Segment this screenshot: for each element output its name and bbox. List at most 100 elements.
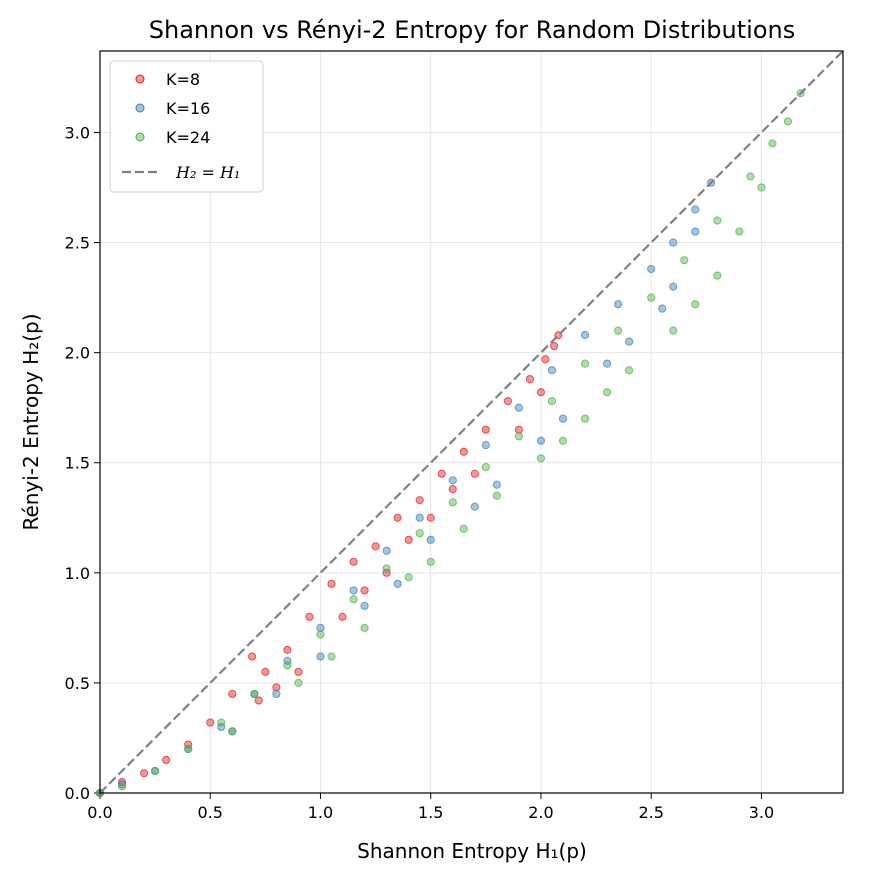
data-point: [349, 595, 358, 604]
data-point: [415, 513, 424, 522]
data-point: [536, 388, 546, 397]
y-axis-title: Rényi-2 Entropy H₂(p): [19, 313, 43, 530]
legend-label-k24: K=24: [166, 128, 210, 147]
data-point: [580, 359, 590, 368]
x-tick-label: 0.0: [87, 803, 112, 822]
series-k-16: [95, 178, 716, 798]
data-point: [470, 502, 479, 511]
data-point: [316, 630, 325, 639]
data-point: [228, 727, 237, 736]
data-point: [217, 718, 226, 727]
data-point: [492, 491, 501, 500]
data-point: [448, 485, 457, 494]
y-tick-label: 2.0: [65, 344, 90, 363]
y-tick-label: 1.5: [65, 454, 90, 473]
data-point: [647, 293, 656, 302]
data-point: [393, 513, 402, 522]
data-point: [614, 300, 623, 309]
data-point: [117, 782, 127, 791]
data-point: [658, 304, 667, 313]
data-point: [680, 256, 689, 265]
data-point: [470, 469, 479, 478]
data-point: [713, 271, 722, 280]
data-point: [783, 117, 792, 126]
data-point: [669, 238, 678, 247]
x-tick-label: 2.5: [638, 803, 663, 822]
data-point: [338, 612, 347, 621]
data-point: [580, 414, 590, 423]
x-tick-label: 3.0: [749, 803, 774, 822]
data-point: [625, 337, 634, 346]
x-tick-label: 1.5: [418, 803, 443, 822]
data-point: [602, 359, 612, 368]
data-point: [547, 366, 557, 375]
chart-title: Shannon vs Rényi-2 Entropy for Random Di…: [149, 16, 795, 44]
data-point: [459, 447, 468, 456]
data-point: [550, 341, 559, 351]
data-point: [580, 330, 590, 340]
y-tick-label: 3.0: [65, 123, 90, 142]
data-point: [382, 564, 391, 573]
data-point: [448, 498, 457, 507]
series-k-24: [95, 89, 805, 798]
x-axis-title: Shannon Entropy H₁(p): [357, 839, 587, 863]
data-point: [536, 454, 546, 463]
data-point: [217, 722, 226, 732]
legend-label-k16: K=16: [166, 99, 210, 118]
x-tick-label: 0.5: [198, 803, 223, 822]
data-point: [393, 579, 402, 588]
y-tick-label: 0.0: [65, 784, 90, 803]
data-point: [316, 623, 325, 632]
legend-marker-k8: [135, 74, 145, 84]
legend-label-k8: K=8: [166, 70, 200, 89]
data-point: [305, 612, 314, 621]
data-point: [360, 623, 369, 632]
data-point: [327, 579, 336, 588]
scatter-points: [95, 89, 805, 798]
data-point: [459, 524, 468, 533]
y-axis-ticks: 0.0 0.5 1.0 1.5 2.0 2.5 3.0: [65, 123, 100, 803]
data-point: [162, 755, 171, 765]
data-point: [294, 678, 303, 688]
data-point: [404, 573, 413, 582]
data-point: [691, 205, 700, 214]
y-tick-label: 0.5: [65, 674, 90, 693]
data-point: [481, 463, 490, 472]
x-tick-label: 2.0: [528, 803, 553, 822]
legend: K=8 K=16 K=24 H₂ = H₁: [109, 60, 264, 193]
x-axis-ticks: 0.0 0.5 1.0 1.5 2.0 2.5 3.0: [87, 793, 774, 822]
data-point: [250, 689, 259, 699]
data-point: [283, 645, 292, 654]
data-point: [254, 696, 263, 705]
data-point: [669, 282, 678, 291]
x-tick-label: 1.0: [308, 803, 333, 822]
data-point: [426, 513, 435, 522]
data-point: [349, 557, 358, 566]
data-point: [426, 535, 435, 544]
data-point: [757, 183, 766, 192]
data-point: [404, 535, 413, 544]
data-point: [713, 216, 722, 225]
data-point: [514, 432, 524, 441]
data-point: [437, 469, 446, 478]
data-point: [558, 436, 568, 445]
data-point: [481, 425, 490, 434]
data-point: [294, 667, 303, 677]
data-point: [272, 683, 281, 692]
data-point: [525, 374, 535, 384]
data-point: [768, 139, 777, 148]
data-point: [117, 777, 127, 787]
data-point: [614, 326, 623, 335]
data-point: [261, 667, 270, 677]
data-point: [371, 542, 380, 551]
data-point: [360, 586, 369, 595]
data-point: [272, 689, 281, 699]
data-point: [184, 744, 193, 754]
data-point: [415, 496, 424, 505]
data-point: [151, 766, 160, 776]
data-point: [669, 326, 678, 335]
data-point: [691, 300, 700, 309]
data-point: [503, 396, 512, 406]
data-point: [360, 601, 369, 610]
